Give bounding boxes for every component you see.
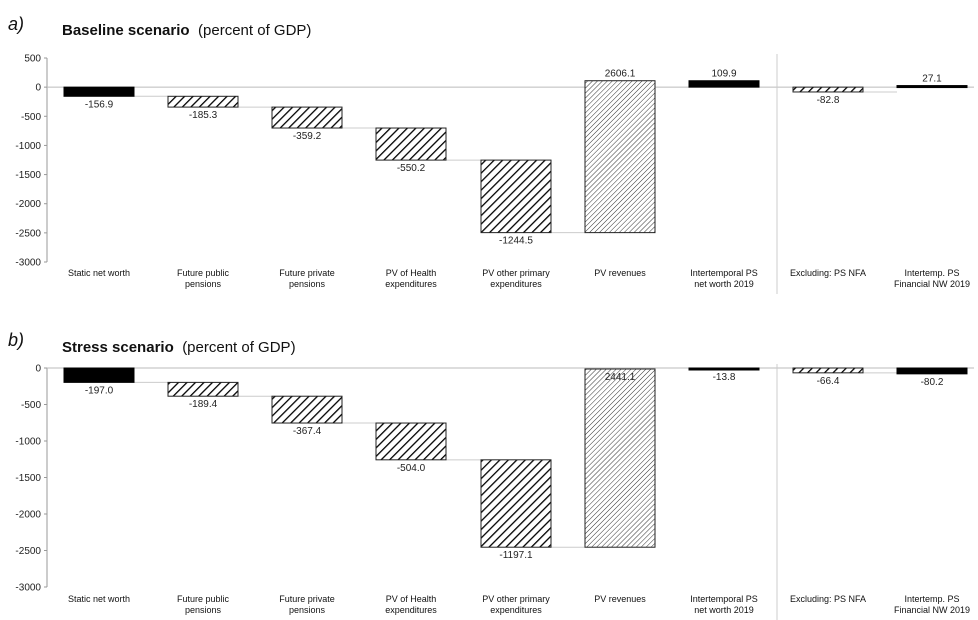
bar-a-7	[792, 86, 864, 93]
bar-a-5	[584, 80, 656, 234]
bar-b-7	[792, 367, 864, 374]
bar-a-6	[688, 80, 760, 88]
value-label: -504.0	[397, 463, 426, 474]
category-label: PV revenues	[594, 268, 646, 278]
y-tick-label: -500	[21, 400, 41, 411]
y-tick-label: -2000	[15, 199, 41, 210]
value-label: 27.1	[922, 74, 942, 85]
y-tick-label: -2500	[15, 546, 41, 557]
value-label: -189.4	[189, 399, 218, 410]
category-label: net worth 2019	[694, 279, 754, 289]
panel-b-title-bold: Stress scenario	[62, 339, 174, 356]
panel-b-chart: 0 -500 -1000 -1500 -2000 -2500 -3000 -197.0 Stat…	[15, 364, 974, 620]
category-label: expenditures	[490, 279, 542, 289]
category-label: PV revenues	[594, 594, 646, 604]
category-label: Financial NW 2019	[894, 279, 970, 289]
value-label: -82.8	[817, 95, 840, 106]
category-label: expenditures	[490, 605, 542, 615]
bar-a-1	[167, 95, 239, 108]
category-label: pensions	[185, 279, 222, 289]
category-label: PV other primary	[482, 268, 550, 278]
category-label: Excluding: PS NFA	[790, 268, 866, 278]
y-tick-label: -500	[21, 112, 41, 123]
category-label: net worth 2019	[694, 605, 754, 615]
y-tick-label: -3000	[15, 583, 41, 594]
bar-b-5	[584, 368, 656, 548]
category-label: Future private	[279, 268, 335, 278]
category-label: Intertemporal PS	[690, 268, 758, 278]
value-label: -80.2	[921, 377, 944, 388]
category-label: PV other primary	[482, 594, 550, 604]
category-label: PV of Health	[386, 594, 437, 604]
panel-a-title-bold: Baseline scenario	[62, 22, 190, 39]
category-label: Future private	[279, 594, 335, 604]
y-tick-label: -1000	[15, 141, 41, 152]
value-label: 2441.1	[605, 372, 636, 383]
category-label: expenditures	[385, 279, 437, 289]
y-tick-label: -1000	[15, 437, 41, 448]
value-label: 109.9	[711, 69, 736, 80]
panel-a-chart: 500 0 -500 -1000 -1500 -2000 -2500 -3000 -156.9 S…	[15, 54, 974, 294]
category-label: Future public	[177, 594, 230, 604]
panel-a-title: Baseline scenario (percent of GDP)	[62, 22, 311, 39]
value-label: -1197.1	[499, 550, 533, 561]
y-tick-label: 0	[35, 364, 41, 375]
category-label: pensions	[185, 605, 222, 615]
value-label: -13.8	[713, 372, 736, 383]
panel-b-title-rest: (percent of GDP)	[182, 339, 295, 356]
y-tick-label: -3000	[15, 258, 41, 269]
value-label: -197.0	[85, 385, 114, 396]
value-label: -1244.5	[499, 236, 533, 247]
category-label: Excluding: PS NFA	[790, 594, 866, 604]
value-label: 2606.1	[605, 69, 636, 80]
value-label: -185.3	[189, 110, 218, 121]
y-tick-label: -1500	[15, 170, 41, 181]
bar-a-4	[480, 159, 552, 234]
bar-a-0	[63, 86, 135, 97]
bar-b-6	[688, 367, 760, 371]
panel-b-title: Stress scenario (percent of GDP)	[62, 339, 296, 356]
value-label: -156.9	[85, 99, 114, 110]
y-tick-label: -2000	[15, 510, 41, 521]
y-tick-label: -1500	[15, 473, 41, 484]
y-tick-label: -2500	[15, 228, 41, 239]
category-label: pensions	[289, 605, 326, 615]
value-label: -550.2	[397, 163, 426, 174]
category-label: Intertemporal PS	[690, 594, 758, 604]
bar-b-2	[271, 395, 343, 424]
panel-a-letter: a)	[8, 14, 24, 34]
bar-b-3	[375, 422, 447, 461]
bar-a-2	[271, 106, 343, 129]
bar-b-1	[167, 381, 239, 397]
bar-a-8	[896, 85, 968, 89]
panel-b-letter: b)	[8, 330, 24, 350]
category-label: Financial NW 2019	[894, 605, 970, 615]
category-label: PV of Health	[386, 268, 437, 278]
category-label: Intertemp. PS	[904, 594, 959, 604]
y-tick-label: 500	[24, 54, 41, 65]
category-label: Static net worth	[68, 594, 130, 604]
bar-a-3	[375, 127, 447, 161]
value-label: -367.4	[293, 426, 322, 437]
bar-b-0	[63, 367, 135, 383]
y-tick-label: 0	[35, 83, 41, 94]
bar-b-4	[480, 459, 552, 548]
category-label: Intertemp. PS	[904, 268, 959, 278]
bar-b-8	[896, 367, 968, 375]
category-label: Static net worth	[68, 268, 130, 278]
panel-a-title-rest: (percent of GDP)	[198, 22, 311, 39]
category-label: Future public	[177, 268, 230, 278]
category-label: expenditures	[385, 605, 437, 615]
value-label: -359.2	[293, 131, 322, 142]
category-label: pensions	[289, 279, 326, 289]
value-label: -66.4	[817, 376, 840, 387]
